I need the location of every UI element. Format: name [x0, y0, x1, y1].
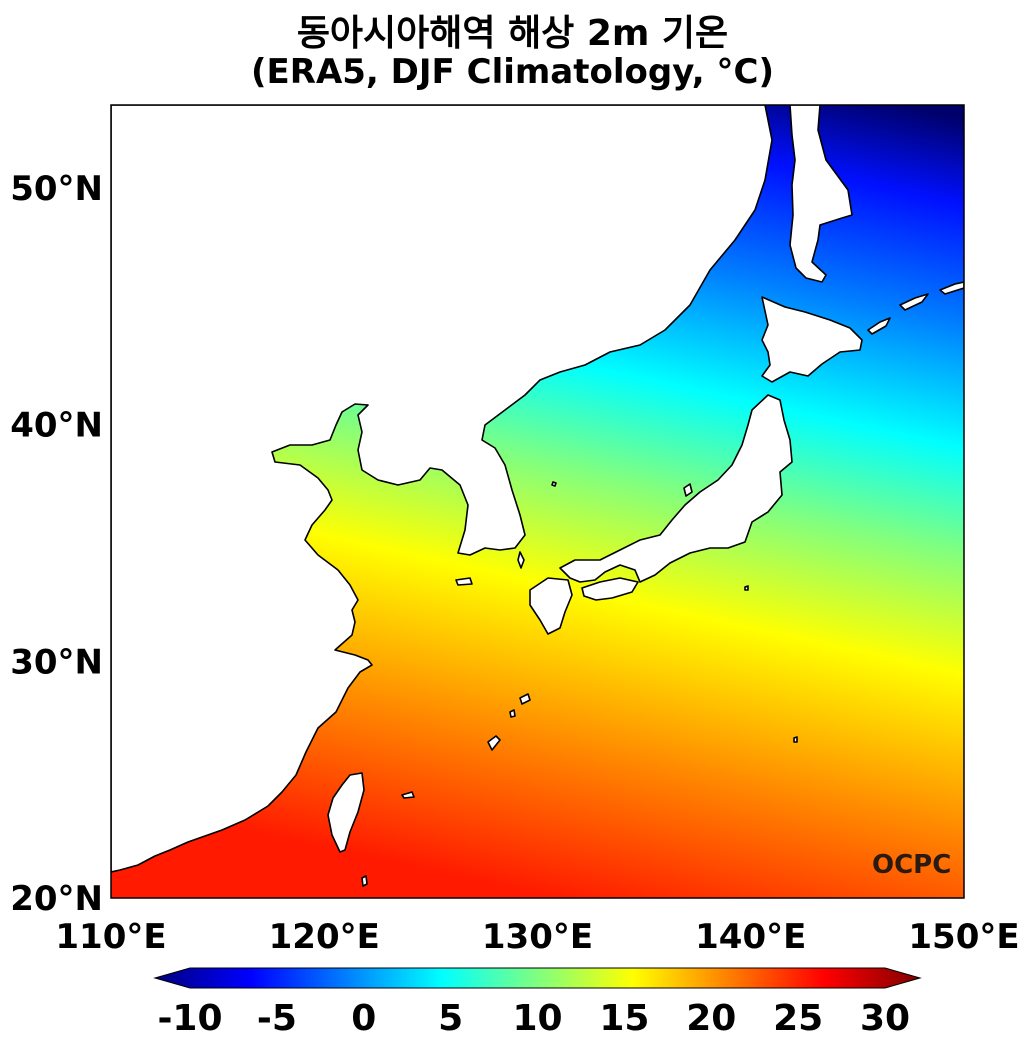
- island-chichijima: [793, 736, 798, 743]
- colorbar-tick-label: 30: [860, 998, 910, 1039]
- island-izu: [744, 585, 749, 591]
- longitude-tick-label: 110°E: [55, 917, 166, 957]
- colorbar-tick-label: 0: [351, 998, 376, 1039]
- longitude-tick-label: 130°E: [482, 917, 593, 957]
- colorbar-tick-label: 20: [686, 998, 736, 1039]
- map-frame: [110, 104, 965, 899]
- colorbar: -10 -5 0 5 10 15 20 25 30: [153, 967, 922, 1039]
- colorbar-tick-label: 5: [438, 998, 463, 1039]
- island-ryukyu-1: [519, 693, 531, 705]
- island-sakhalin: [789, 105, 853, 283]
- latitude-tick-label: 50°N: [10, 169, 103, 209]
- island-tsushima: [517, 551, 525, 569]
- map-subtitle: (ERA5, DJF Climatology, °C): [251, 52, 774, 92]
- colorbar-tick-label: 10: [512, 998, 562, 1039]
- island-kuril-2: [899, 293, 929, 311]
- island-kuril-1: [867, 317, 891, 335]
- island-hokkaido: [761, 296, 863, 383]
- latitude-tick-label: 30°N: [10, 642, 103, 682]
- island-okinawa: [487, 735, 501, 751]
- longitude-axis: 110°E 120°E 130°E 140°E 150°E: [55, 917, 1019, 957]
- island-jeju: [455, 577, 473, 586]
- colorbar-tick-label: 25: [773, 998, 823, 1039]
- island-ulleung: [551, 481, 557, 487]
- ocpc-watermark: OCPC: [872, 850, 951, 880]
- island-sado: [683, 483, 693, 497]
- latitude-axis: 20°N 30°N 40°N 50°N: [10, 169, 103, 919]
- island-kuril-3: [939, 281, 964, 295]
- colorbar-tick-label: -5: [257, 998, 297, 1039]
- latitude-tick-label: 20°N: [10, 879, 103, 919]
- longitude-tick-label: 120°E: [269, 917, 380, 957]
- colorbar-tick-label: -10: [157, 998, 222, 1039]
- island-kyushu: [529, 577, 573, 635]
- latitude-tick-label: 40°N: [10, 406, 103, 446]
- colorbar-ticks: -10 -5 0 5 10 15 20 25 30: [157, 998, 910, 1039]
- island-honshu: [559, 394, 793, 583]
- island-shikoku: [581, 577, 639, 601]
- colorbar-ramp: [153, 967, 922, 989]
- island-hainan-edge: [361, 875, 368, 887]
- island-ryukyu-2: [509, 709, 516, 718]
- longitude-tick-label: 150°E: [908, 917, 1019, 957]
- island-yaeyama: [401, 791, 415, 799]
- map-title: 동아시아해역 해상 2m 기온: [296, 13, 729, 54]
- longitude-tick-label: 140°E: [695, 917, 806, 957]
- landmass-asia-mainland: [111, 105, 773, 873]
- colorbar-tick-label: 15: [599, 998, 649, 1039]
- island-taiwan: [327, 772, 365, 853]
